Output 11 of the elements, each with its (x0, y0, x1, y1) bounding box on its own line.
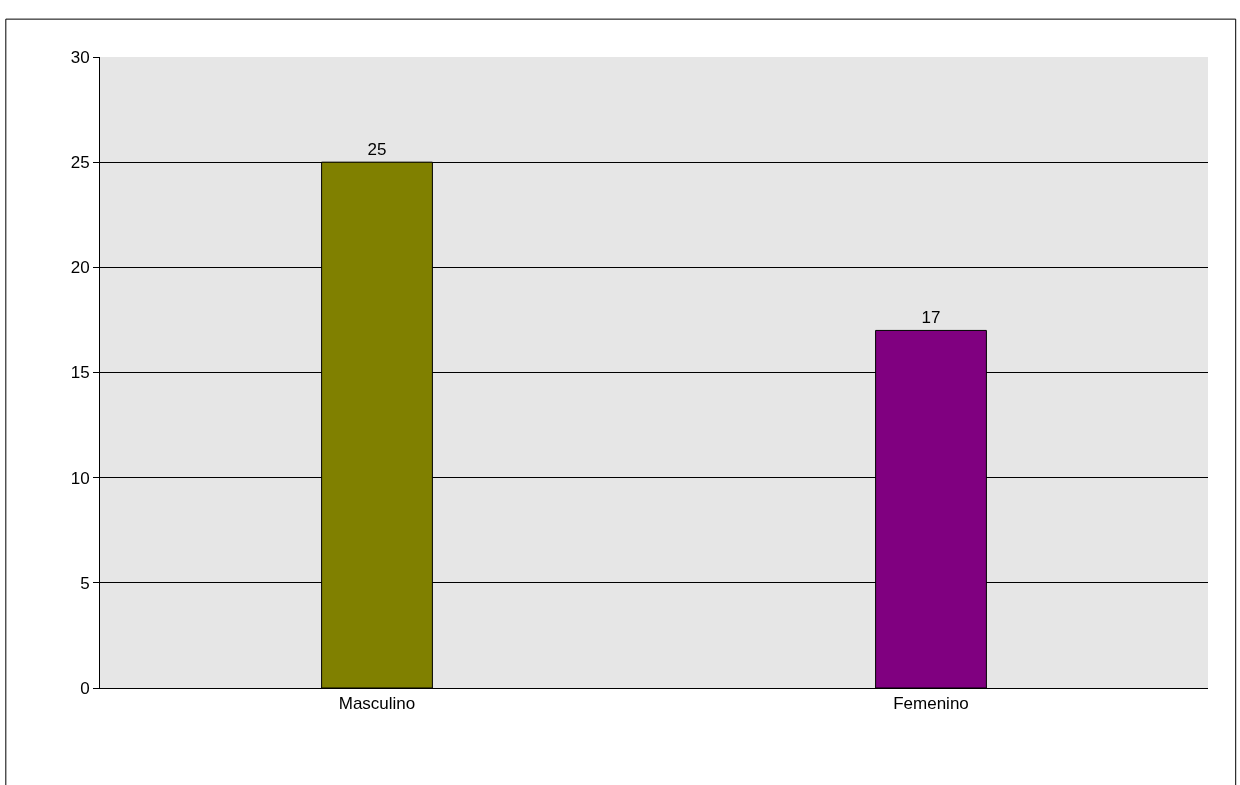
y-tick-label: 15 (70, 363, 90, 383)
y-tick-label: 10 (70, 468, 90, 488)
data-label: 25 (367, 140, 387, 160)
y-tick-label: 5 (80, 573, 90, 593)
y-tick-label: 20 (70, 258, 90, 278)
x-tick-label: Masculino (338, 694, 416, 714)
y-tick-label: 25 (70, 153, 90, 173)
data-label: 17 (921, 308, 941, 328)
x-tick-label: Femenino (893, 694, 969, 714)
y-tick-label: 0 (80, 678, 90, 698)
y-tick-label: 30 (70, 47, 90, 67)
